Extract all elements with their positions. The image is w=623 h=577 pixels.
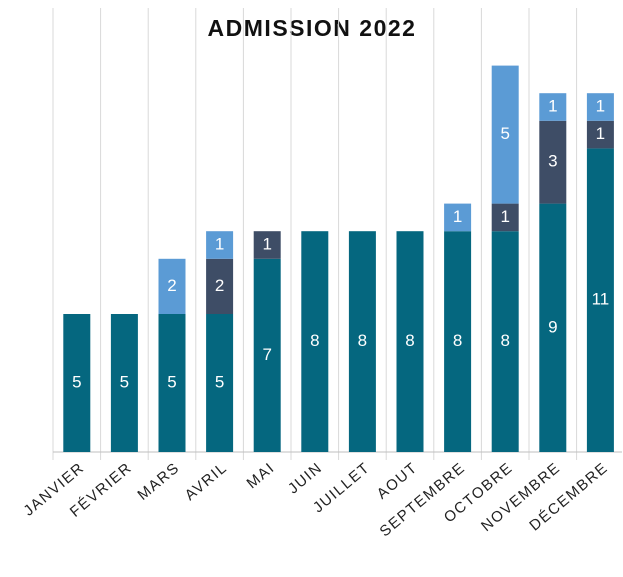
- bar-segment: [491, 65, 519, 204]
- bar-segment: [206, 258, 234, 314]
- bar-segment: [539, 120, 567, 204]
- data-label: 8: [500, 331, 509, 350]
- data-label: 5: [120, 372, 129, 391]
- bar-segment: [444, 203, 472, 232]
- bar-segment: [253, 258, 281, 452]
- bar-segment: [253, 231, 281, 259]
- data-label: 2: [167, 276, 176, 295]
- x-tick-label: SEPTEMBRE: [377, 459, 469, 540]
- data-label: 1: [215, 234, 224, 253]
- data-label: 3: [548, 152, 557, 171]
- bar-segment: [396, 231, 424, 452]
- bar-segment: [63, 314, 91, 452]
- bar-segment: [206, 231, 234, 259]
- bar-segment: [301, 231, 329, 452]
- data-label: 1: [500, 207, 509, 226]
- data-label: 8: [358, 331, 367, 350]
- data-label: 9: [548, 317, 557, 336]
- data-label: 1: [596, 96, 605, 115]
- bar-segment: [110, 314, 138, 452]
- chart-title: ADMISSION 2022: [208, 15, 417, 41]
- x-tick-label: AVRIL: [182, 459, 231, 504]
- bar-segment: [206, 314, 234, 452]
- data-label: 1: [262, 234, 271, 253]
- bar-segment: [539, 203, 567, 452]
- data-label: 5: [72, 372, 81, 391]
- bar-segment: [491, 203, 519, 232]
- bar-segment: [586, 93, 614, 121]
- data-label: 5: [500, 124, 509, 143]
- data-label: 8: [405, 331, 414, 350]
- bar-segment: [348, 231, 376, 452]
- x-tick-label: MAI: [244, 459, 279, 492]
- x-tick-label: MARS: [134, 459, 183, 504]
- data-label: 5: [167, 372, 176, 391]
- bar-segment: [158, 258, 186, 314]
- bar-segment: [586, 148, 614, 452]
- x-tick-label: JUIN: [285, 459, 326, 497]
- data-label: 2: [215, 276, 224, 295]
- bar-segment: [158, 314, 186, 452]
- bar-segment: [586, 120, 614, 149]
- data-label: 1: [596, 124, 605, 143]
- data-label: 5: [215, 372, 224, 391]
- bar-segment: [491, 231, 519, 452]
- bar-segment: [539, 93, 567, 121]
- data-label: 8: [453, 331, 462, 350]
- bar-segment: [444, 231, 472, 452]
- data-label: 11: [592, 290, 610, 309]
- data-label: 1: [548, 96, 557, 115]
- data-label: 1: [453, 207, 462, 226]
- data-label: 7: [262, 345, 271, 364]
- data-label: 8: [310, 331, 319, 350]
